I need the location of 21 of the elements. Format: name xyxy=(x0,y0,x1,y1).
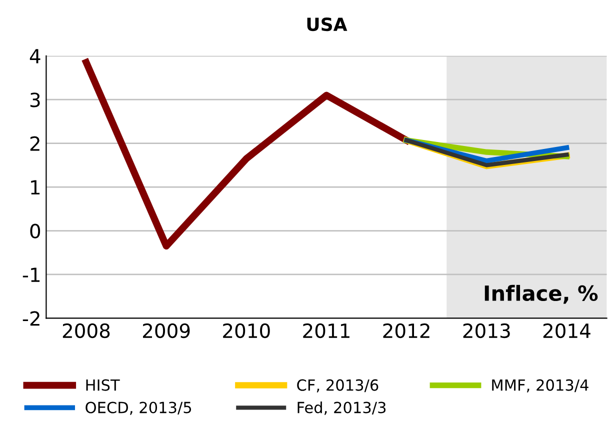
legend-label: CF, 2013/6 xyxy=(297,379,378,392)
y-tick-label: -2 xyxy=(22,311,40,326)
x-tick-label: 2013 xyxy=(463,323,510,338)
x-tick-label: 2011 xyxy=(303,323,350,338)
x-tick-label: 2014 xyxy=(543,323,590,338)
x-tick-label: 2008 xyxy=(62,323,110,338)
y-tick-label: 0 xyxy=(30,224,40,238)
y-tick-label: 2 xyxy=(30,136,40,151)
legend-label: Fed, 2013/3 xyxy=(298,401,386,415)
x-tick-label: 2009 xyxy=(143,323,190,338)
legend-label: HIST xyxy=(86,379,120,391)
x-tick-label: 2012 xyxy=(383,323,430,338)
y-tick-label: 1 xyxy=(31,180,40,194)
legend-label: OECD, 2013/5 xyxy=(86,402,192,415)
y-tick-label: 3 xyxy=(30,92,40,108)
x-tick-label: 2010 xyxy=(223,323,270,338)
chart-title: USA xyxy=(307,18,348,32)
legend-label: MMF, 2013/4 xyxy=(492,379,588,392)
y-tick-label: 4 xyxy=(30,49,40,64)
y-tick-label: -1 xyxy=(22,268,40,282)
annotation: Inflace, % xyxy=(484,284,598,304)
